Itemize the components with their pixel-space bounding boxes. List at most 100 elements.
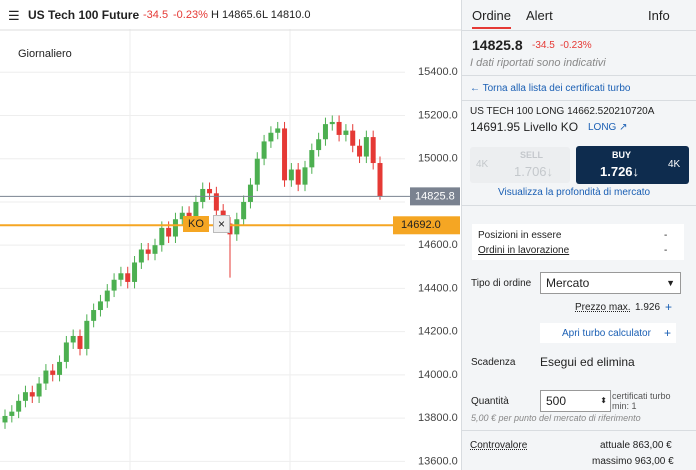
calculator-box[interactable]: Apri turbo calculator + <box>540 323 676 343</box>
positions[interactable]: Posizioni in essere <box>478 230 562 241</box>
sell-button[interactable]: 4K SELL 1.706↓ <box>470 147 570 183</box>
qty-input[interactable]: 500 ⬍ <box>540 390 611 412</box>
candle-body <box>377 163 383 197</box>
candle-body <box>145 249 151 254</box>
buy-label: BUY <box>612 150 632 160</box>
candle-body <box>213 193 219 211</box>
candle-body <box>97 301 103 311</box>
qty-min: min: 1 <box>612 401 637 411</box>
candle-body <box>350 130 356 146</box>
expiry: Esegui ed elimina <box>540 355 635 369</box>
ko-level: 14691.95 Livello KO <box>470 120 579 134</box>
candle-body <box>302 167 308 185</box>
last-price-label: 14825.8 <box>415 190 455 202</box>
qty-unit: certificati turbo <box>612 391 671 401</box>
tab[interactable]: Info <box>648 8 670 23</box>
candle-body <box>275 128 281 133</box>
candle-body <box>63 342 69 362</box>
menu-icon[interactable]: ☰ <box>8 8 20 23</box>
positions-count: - <box>664 230 668 241</box>
candle-body <box>322 124 328 140</box>
sell-price: 1.706↓ <box>514 164 554 179</box>
sell-size: 4K <box>476 159 489 170</box>
y-tick-label: 15200.0 <box>418 109 458 121</box>
candle-body <box>370 137 376 164</box>
candle-body <box>200 188 206 202</box>
note: I dati riportati sono indicativi <box>470 57 606 69</box>
max-price-plus[interactable]: + <box>665 300 673 314</box>
low: L 14810.0 <box>262 9 311 21</box>
candle-body <box>329 121 335 125</box>
candle-body <box>282 128 288 181</box>
buy-button[interactable]: BUY 1.726↓ 4K <box>576 146 689 184</box>
expiry-label: Scadenza <box>471 357 516 368</box>
candle-body <box>363 137 369 157</box>
value-label: Controvalore <box>470 440 528 451</box>
change-pct: -0.23% <box>173 9 208 21</box>
qty-label: Quantità <box>471 396 509 407</box>
candle-body <box>309 150 315 168</box>
order-type-select[interactable]: Mercato ▼ <box>540 272 681 294</box>
order-type: Mercato <box>546 276 590 290</box>
product: US TECH 100 LONG 14662.520210720A <box>470 106 655 117</box>
orders[interactable]: Ordini in lavorazione <box>478 245 570 256</box>
y-tick-label: 13600.0 <box>418 455 458 467</box>
candle-body <box>288 169 294 181</box>
direction[interactable]: LONG ↗ <box>588 122 628 133</box>
last-price-box <box>410 187 460 206</box>
back-link[interactable]: ← Torna alla lista dei certificati turbo <box>470 83 631 94</box>
candle-body <box>77 335 83 349</box>
tab[interactable]: Alert <box>526 8 553 23</box>
calculator-plus[interactable]: + <box>664 326 672 340</box>
tab[interactable]: Ordine <box>472 8 512 29</box>
ko-close[interactable]: × <box>213 215 231 233</box>
chart: 13600.0 13800.0 14000.0 14200.0 14400.0 14600… <box>0 29 461 470</box>
candle-body <box>241 201 247 220</box>
ko-badge: KO <box>183 216 209 232</box>
candle-body <box>70 335 76 343</box>
candle-body <box>152 245 158 254</box>
order-type-label: Tipo di ordine <box>471 278 532 289</box>
candle-body <box>9 411 15 416</box>
candle-body <box>268 132 274 142</box>
sell-label: SELL <box>520 150 544 160</box>
value-current: attuale 863,00 € <box>600 440 672 451</box>
candle-body <box>91 310 97 321</box>
candle-body <box>29 392 35 397</box>
candle-body <box>207 188 213 194</box>
ko-label: 14692.0 <box>401 219 441 231</box>
y-tick-label: 14200.0 <box>418 326 458 338</box>
per-point: 5,00 € per punto del mercato di riferime… <box>471 413 641 423</box>
candle-body <box>118 273 124 280</box>
change: -34.5 <box>532 40 555 51</box>
candle-body <box>316 139 322 151</box>
candle-body <box>43 370 49 384</box>
price: 14825.8 <box>472 37 523 53</box>
candle-body <box>2 415 8 423</box>
candle-body <box>166 227 172 237</box>
y-tick-label: 14400.0 <box>418 282 458 294</box>
candle-body <box>57 361 63 375</box>
y-tick-label: 14000.0 <box>418 369 458 381</box>
candle-body <box>138 249 144 263</box>
candle-body <box>22 392 28 401</box>
candle-body <box>254 158 260 185</box>
max-price: 1.926 <box>635 302 661 313</box>
candle-body <box>247 184 253 202</box>
positions-box: Posizioni in essere - Ordini in lavorazi… <box>472 224 684 260</box>
candle-body <box>336 121 342 135</box>
candle-body <box>295 169 301 185</box>
candle-body <box>343 130 349 135</box>
candle-body <box>179 212 185 220</box>
candle-body <box>36 383 42 397</box>
change: -34.5 <box>143 9 169 21</box>
buy-size: 4K <box>668 159 681 170</box>
orders-count: - <box>664 245 668 256</box>
order-panel: Ordine Alert Info 14825.8 -34.5 -0.23% I… <box>461 0 696 470</box>
calculator[interactable]: Apri turbo calculator <box>562 328 651 339</box>
candle-body <box>125 273 131 282</box>
max-price-label: Prezzo max. <box>575 302 631 313</box>
y-tick-label: 15400.0 <box>418 66 458 78</box>
depth-link[interactable]: Visualizza la profondità di mercato <box>498 187 651 198</box>
y-tick-label: 15000.0 <box>418 153 458 165</box>
